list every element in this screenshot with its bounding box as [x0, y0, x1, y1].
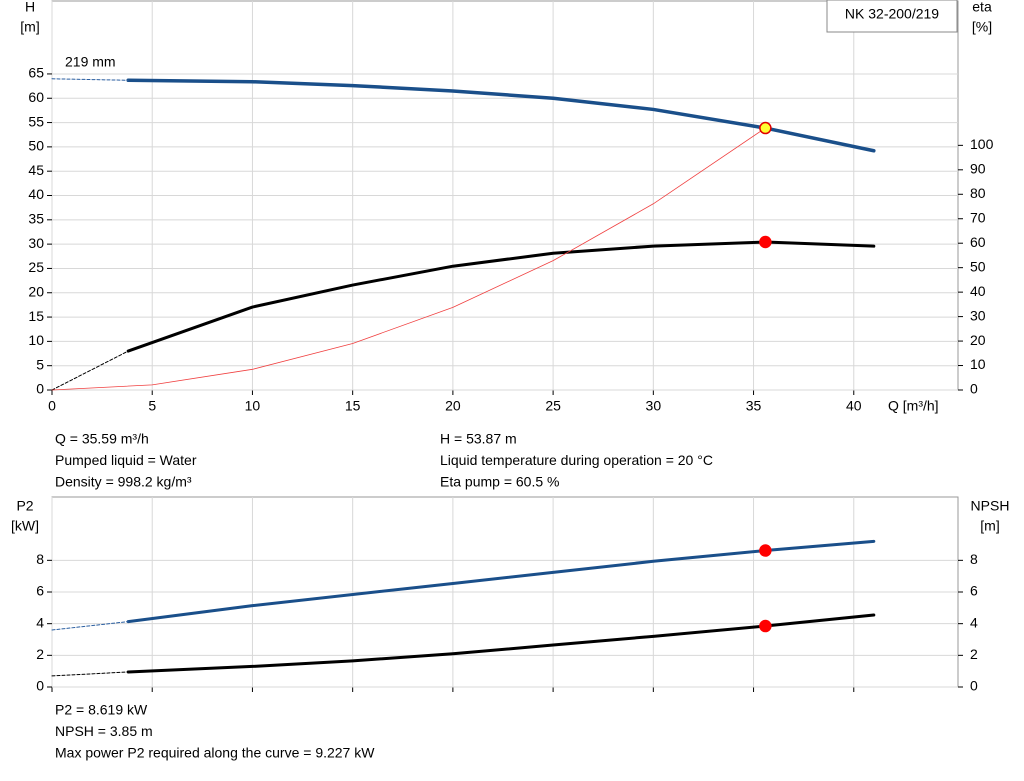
y2-tick-label: 4 [970, 614, 978, 630]
y2-tick-label: 0 [970, 678, 978, 694]
y2-tick-label: 50 [970, 258, 986, 274]
operating-point [759, 235, 772, 249]
x-tick-label: 10 [245, 398, 261, 414]
y2-tick-label: 2 [970, 646, 978, 662]
y-tick-label: 8 [36, 551, 44, 567]
info-text: Eta pump = 60.5 % [440, 474, 559, 490]
y2-tick-label: 0 [970, 381, 978, 397]
y2-tick-label: 80 [970, 185, 986, 201]
y-tick-label: 65 [28, 65, 44, 81]
info-text: Q = 35.59 m³/h [55, 431, 149, 447]
y-tick-label: 2 [36, 646, 44, 662]
y2-tick-label: 100 [970, 136, 994, 152]
y-tick-label: 4 [36, 614, 44, 630]
y-tick-label: 50 [28, 138, 44, 154]
y2-tick-label: 40 [970, 283, 986, 299]
x-tick-label: 30 [646, 398, 662, 414]
y2-axis-label: [%] [972, 19, 992, 35]
info-text: P2 = 8.619 kW [55, 702, 148, 718]
y2-tick-label: 8 [970, 551, 978, 567]
y2-tick-label: 70 [970, 209, 986, 225]
y2-axis-label: eta [972, 0, 992, 15]
curve [51, 621, 129, 631]
curve [126, 240, 876, 353]
y2-tick-label: 60 [970, 234, 986, 250]
operating-point [759, 544, 772, 557]
curve [51, 78, 129, 81]
y-tick-label: 60 [28, 89, 44, 105]
y-tick-label: 40 [28, 186, 44, 202]
legend-box [826, 0, 958, 33]
y2-tick-label: 20 [970, 332, 986, 348]
info-text: Density = 998.2 kg/m³ [55, 474, 192, 490]
curve [51, 350, 129, 391]
info-text: NPSH = 3.85 m [55, 723, 153, 739]
x-tick-label: 5 [148, 398, 156, 414]
legend-text: NK 32-200/219 [845, 6, 939, 22]
y-tick-label: 5 [36, 356, 44, 372]
y2-axis-label: NPSH [971, 498, 1010, 514]
x-tick-label: 0 [48, 398, 56, 414]
annotation: 219 mm [65, 54, 116, 70]
curve [126, 613, 876, 674]
y2-tick-label: 90 [970, 161, 986, 177]
info-text: H = 53.87 m [440, 431, 517, 447]
info-text: Max power P2 required along the curve = … [55, 745, 375, 761]
y-tick-label: 35 [28, 211, 44, 227]
y2-tick-label: 6 [970, 583, 978, 599]
y-tick-label: 45 [28, 162, 44, 178]
operating-point [759, 619, 772, 633]
y-tick-label: 55 [28, 113, 44, 129]
curve [51, 127, 766, 391]
y2-axis-label: [m] [980, 518, 999, 534]
y2-tick-label: 10 [970, 356, 986, 372]
x-tick-label: 35 [746, 398, 762, 414]
info-text: Pumped liquid = Water [55, 452, 197, 468]
y-tick-label: 0 [36, 381, 44, 397]
curve [51, 671, 129, 677]
y-tick-label: 15 [28, 308, 44, 324]
y-axis-label: [kW] [11, 518, 39, 534]
y-axis-label: P2 [16, 498, 33, 514]
y2-tick-label: 30 [970, 307, 986, 323]
operating-point [759, 121, 772, 135]
x-tick-label: 15 [345, 398, 361, 414]
y-axis-label: [m] [20, 19, 39, 35]
y-tick-label: 30 [28, 235, 44, 251]
y-tick-label: 25 [28, 259, 44, 275]
curve [126, 78, 876, 153]
y-tick-label: 0 [36, 678, 44, 694]
y-tick-label: 10 [28, 332, 44, 348]
x-tick-label: 25 [545, 398, 561, 414]
y-tick-label: 6 [36, 583, 44, 599]
y-tick-label: 20 [28, 283, 44, 299]
info-text: Liquid temperature during operation = 20… [440, 452, 713, 468]
y-axis-label: H [25, 0, 35, 15]
x-axis-label: Q [m³/h] [888, 398, 939, 414]
x-tick-label: 20 [445, 398, 461, 414]
x-tick-label: 40 [846, 398, 862, 414]
